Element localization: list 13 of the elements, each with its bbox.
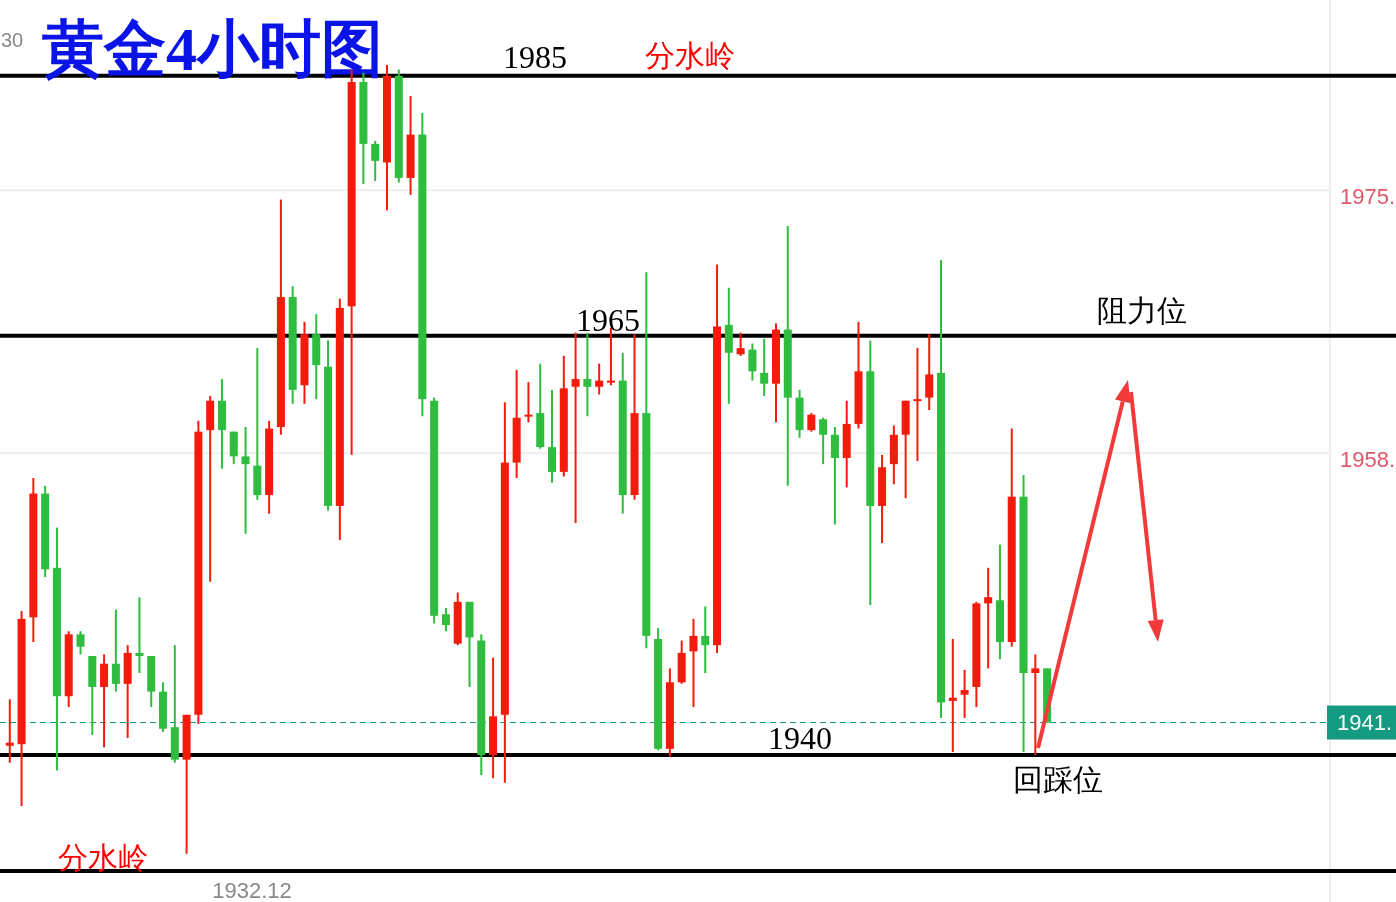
ref-line-label: 分水岭 — [58, 840, 148, 874]
y-tick-label: 1975. — [1340, 184, 1396, 209]
ref-line-label: 1941. — [1336, 710, 1392, 736]
y-tick-label: 1958. — [1340, 447, 1396, 473]
annotation: 1940 — [768, 720, 832, 757]
annotation: 回踩位 — [1013, 762, 1103, 796]
chart-title: 黄金4小时图 — [42, 15, 383, 83]
annotation: 30 — [0, 29, 24, 51]
annotation: 分水岭 — [645, 39, 735, 73]
annotation: 1932.12 — [212, 877, 292, 902]
annotation: 1965 — [576, 302, 640, 339]
annotation: 阻力位 — [1097, 294, 1187, 328]
annotation: 1985 — [503, 39, 567, 76]
